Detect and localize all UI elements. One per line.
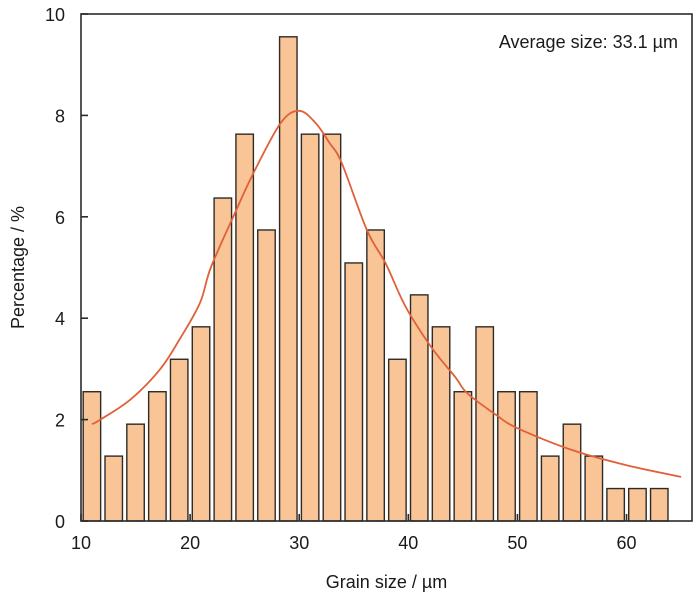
x-tick-label: 50 xyxy=(507,533,527,553)
histogram-bar xyxy=(300,133,320,522)
x-tick-label: 60 xyxy=(617,533,637,553)
histogram-bar xyxy=(322,133,342,522)
x-tick-label: 40 xyxy=(398,533,418,553)
histogram-bar xyxy=(453,391,473,522)
average-size-annotation: Average size: 33.1 µm xyxy=(499,32,678,52)
histogram-bar xyxy=(540,455,560,522)
y-tick-label: 6 xyxy=(55,208,65,228)
histogram-bar xyxy=(628,487,647,522)
histogram-bar xyxy=(497,391,516,522)
histogram-bar xyxy=(475,326,495,522)
histogram-bar xyxy=(649,487,669,522)
histogram-bar xyxy=(104,455,124,522)
histogram-bar xyxy=(344,262,364,522)
histogram-bar xyxy=(213,197,233,522)
histogram-bar xyxy=(82,391,102,522)
histogram-bar xyxy=(387,358,407,522)
y-axis-label: Percentage / % xyxy=(8,206,28,329)
x-tick-label: 10 xyxy=(71,533,91,553)
histogram-bar xyxy=(147,391,167,522)
bars-group xyxy=(82,36,669,522)
y-ticks: 0 2 4 6 8 10 xyxy=(45,5,88,532)
histogram-bar xyxy=(606,487,626,522)
histogram-bar xyxy=(431,326,451,522)
y-tick-label: 2 xyxy=(55,411,65,431)
histogram-bar xyxy=(562,423,582,522)
histogram-bar xyxy=(518,391,538,522)
plot-frame xyxy=(80,13,693,522)
x-ticks: 10 20 30 40 50 60 xyxy=(71,514,637,553)
histogram-bar xyxy=(126,423,145,522)
y-tick-label: 8 xyxy=(55,106,65,126)
y-tick-label: 0 xyxy=(55,512,65,532)
fit-curve xyxy=(91,109,682,478)
x-tick-label: 20 xyxy=(180,533,200,553)
histogram-bar xyxy=(278,36,298,522)
histogram-bar xyxy=(257,229,276,522)
y-tick-label: 4 xyxy=(55,309,65,329)
histogram-bar xyxy=(366,229,386,522)
histogram-bar xyxy=(584,455,604,522)
x-tick-label: 30 xyxy=(289,533,309,553)
y-tick-label: 10 xyxy=(45,5,65,25)
x-axis-label: Grain size / µm xyxy=(326,572,447,592)
histogram-bar xyxy=(191,326,211,522)
histogram-bar xyxy=(169,358,189,522)
